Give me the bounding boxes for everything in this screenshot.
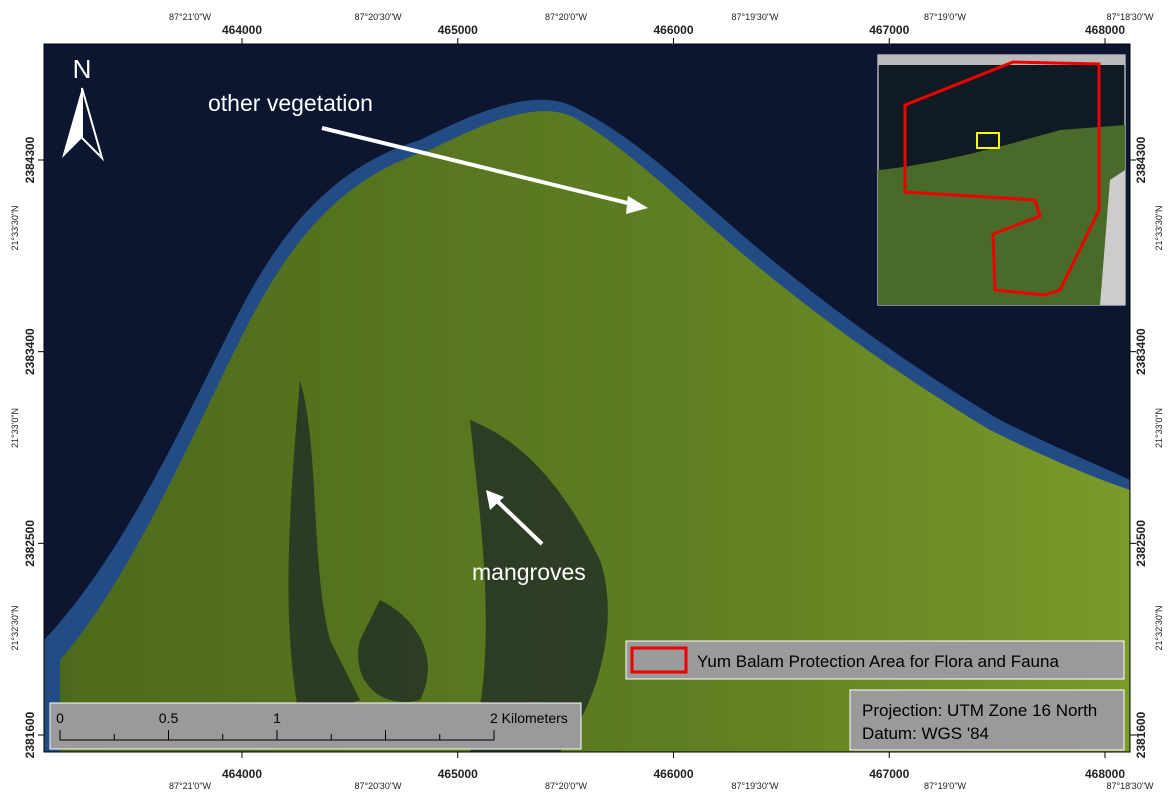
northing-label: 2381600 <box>23 711 37 758</box>
easting-label: 465000 <box>438 23 478 37</box>
easting-label: 468000 <box>1085 23 1125 37</box>
datum: Datum: WGS '84 <box>862 724 989 743</box>
easting-label: 467000 <box>869 767 909 781</box>
northing-label: 2382500 <box>1134 520 1148 567</box>
longitude-label: 87°19'0"W <box>924 781 967 791</box>
longitude-label: 87°21'0"W <box>169 12 212 22</box>
longitude-label: 87°20'0"W <box>545 12 588 22</box>
easting-label: 464000 <box>222 767 262 781</box>
north-arrow-outline <box>81 87 105 162</box>
scale-label: 1 <box>273 710 281 726</box>
inset-cloud <box>1100 170 1125 305</box>
legend-swatch <box>630 646 688 674</box>
annotation-arrow <box>321 126 641 208</box>
scale-box <box>49 702 582 750</box>
latitude-label: 21°32'30"N <box>10 605 20 650</box>
annotation-arrow <box>492 496 544 546</box>
easting-label: 464000 <box>222 23 262 37</box>
inset-boundary <box>903 60 1101 297</box>
northing-label: 2382500 <box>23 520 37 567</box>
northing-label: 2383400 <box>23 328 37 375</box>
northing-label: 2384300 <box>1134 136 1148 183</box>
northing-label: 2384300 <box>23 136 37 183</box>
legend-box <box>625 640 1125 680</box>
longitude-label: 87°20'0"W <box>545 781 588 791</box>
easting-label: 466000 <box>653 767 693 781</box>
scale-label: 0 <box>56 710 64 726</box>
inset-land <box>878 125 1125 305</box>
latitude-label: 21°33'0"N <box>1154 408 1164 448</box>
northing-label: 2381600 <box>1134 711 1148 758</box>
map-border <box>43 43 1131 753</box>
longitude-label: 87°20'30"W <box>354 781 402 791</box>
scale-bar <box>59 730 495 741</box>
legend-label: Yum Balam Protection Area for Flora and … <box>697 652 1059 671</box>
inset-map <box>877 54 1126 306</box>
arrowhead <box>626 196 648 214</box>
easting-label: 468000 <box>1085 767 1125 781</box>
latitude-label: 21°33'0"N <box>10 408 20 448</box>
longitude-label: 87°19'0"W <box>924 12 967 22</box>
north-arrow <box>62 88 82 158</box>
scale-label: 0.5 <box>159 710 179 726</box>
easting-label: 466000 <box>653 23 693 37</box>
north-label: N <box>73 54 92 84</box>
projection-box <box>849 689 1125 751</box>
easting-label: 465000 <box>438 767 478 781</box>
inset-bar <box>878 55 1125 65</box>
projection: Projection: UTM Zone 16 North <box>862 701 1097 720</box>
longitude-label: 87°19'30"W <box>731 12 779 22</box>
latitude-label: 21°33'30"N <box>1154 205 1164 250</box>
longitude-label: 87°18'30"W <box>1106 12 1154 22</box>
longitude-label: 87°18'30"W <box>1106 781 1154 791</box>
longitude-label: 87°19'30"W <box>731 781 779 791</box>
annotation: other vegetation <box>208 90 373 116</box>
northing-label: 2383400 <box>1134 328 1148 375</box>
longitude-label: 87°21'0"W <box>169 781 212 791</box>
easting-label: 467000 <box>869 23 909 37</box>
lagoons <box>288 380 608 752</box>
land <box>60 111 1130 753</box>
annotation: mangroves <box>472 559 586 585</box>
latitude-label: 21°33'30"N <box>10 205 20 250</box>
latitude-label: 21°32'30"N <box>1154 605 1164 650</box>
map-frame: N other vegetation mangroves Yum Balam P… <box>43 43 1131 753</box>
inset-extent <box>976 132 1000 149</box>
arrowhead <box>486 490 504 510</box>
longitude-label: 87°20'30"W <box>354 12 402 22</box>
scale-label: 2 Kilometers <box>490 710 568 726</box>
